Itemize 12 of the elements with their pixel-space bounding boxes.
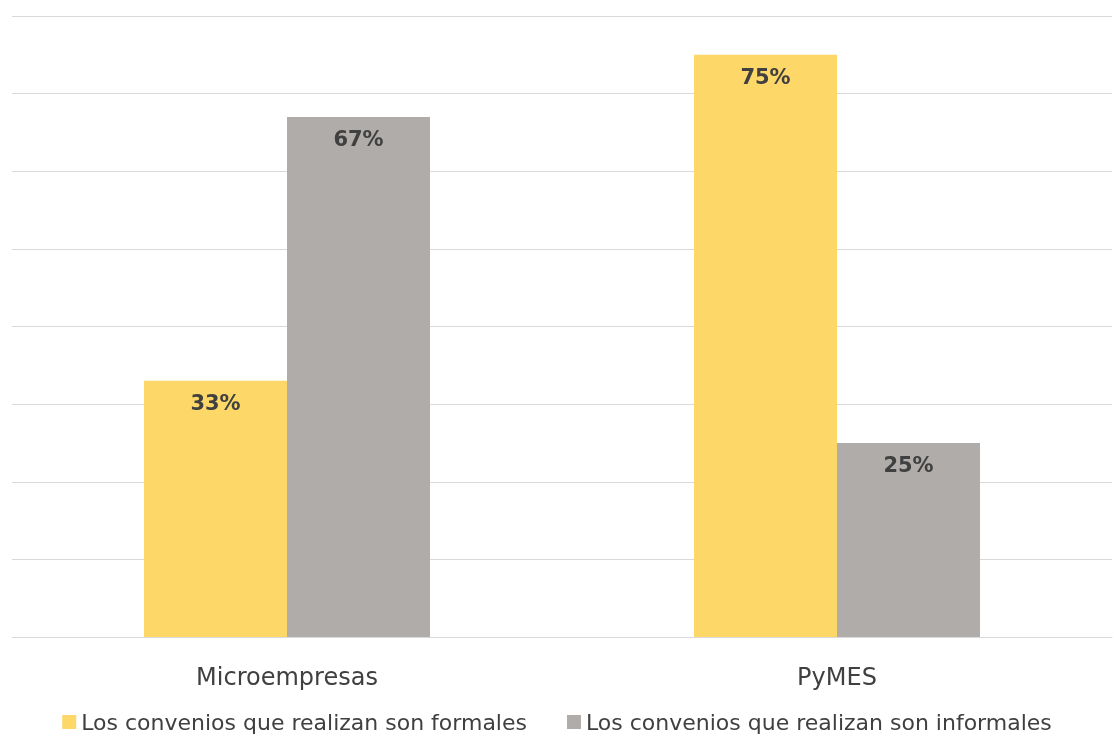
data-label: 75% [740,65,791,90]
data-label: 33% [190,391,241,416]
legend-label: Los convenios que realizan son formales [81,709,527,735]
data-label: 25% [883,453,934,478]
bar [694,54,837,637]
data-label: 67% [333,127,384,152]
bar [144,380,287,637]
bar [837,442,980,637]
legend-label: Los convenios que realizan son informales [585,709,1052,735]
bar [287,116,430,637]
x-tick-label: PyMES [797,663,877,691]
x-tick-label: Microempresas [196,663,378,691]
